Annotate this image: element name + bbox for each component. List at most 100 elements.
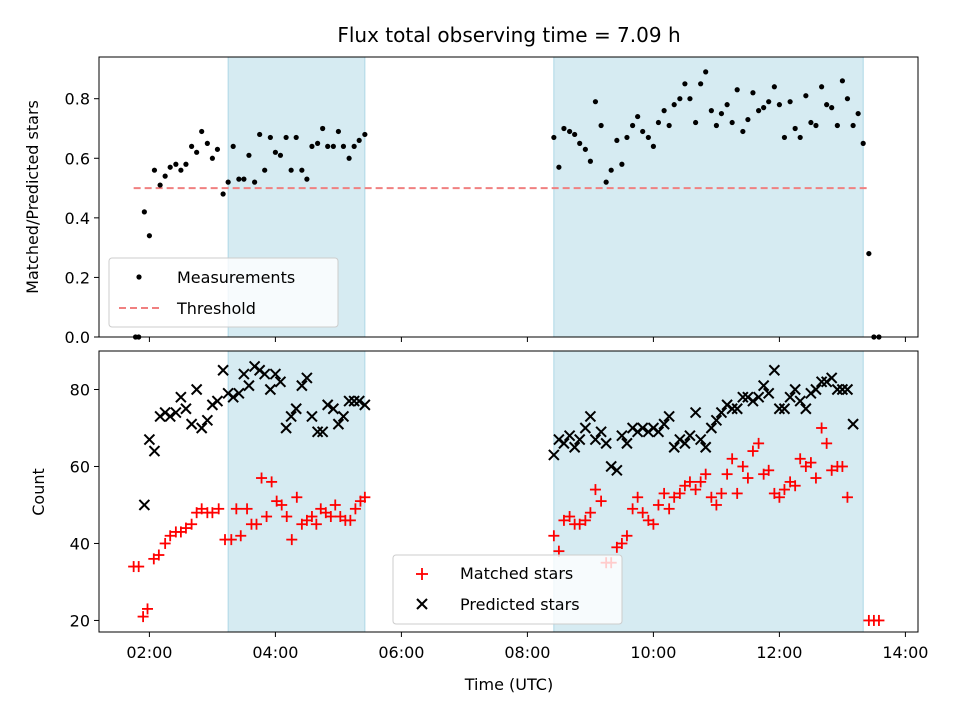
- matched-star-point: [286, 534, 298, 546]
- measurement-point: [272, 149, 278, 155]
- predicted-star-point: [296, 379, 308, 392]
- matched-star-point: [753, 437, 765, 449]
- measurement-point: [860, 140, 866, 146]
- predicted-star-point: [285, 410, 297, 423]
- measurement-point: [771, 84, 777, 90]
- predicted-stars-points: [138, 360, 859, 511]
- matched-star-point: [325, 511, 337, 523]
- y-tick-label: 0.6: [65, 149, 90, 168]
- y-tick-label: 40: [70, 534, 90, 553]
- legend-measurements-marker: [136, 274, 142, 280]
- predicted-star-point: [573, 433, 586, 446]
- measurement-point: [277, 152, 284, 158]
- predicted-star-point: [800, 403, 812, 415]
- matched-star-point: [564, 511, 576, 523]
- predicted-star-point: [290, 403, 302, 415]
- matched-star-point: [206, 507, 218, 519]
- measurement-point: [750, 90, 756, 96]
- x-tick-label: 10:00: [630, 643, 676, 662]
- predicted-star-point: [605, 460, 617, 473]
- measurement-point: [650, 143, 657, 149]
- measurement-point: [693, 119, 699, 126]
- predicted-star-point: [836, 383, 849, 396]
- measurement-point: [819, 84, 825, 90]
- measurement-point: [619, 161, 625, 167]
- measurement-point: [834, 122, 840, 129]
- matched-star-point: [230, 503, 242, 515]
- matched-star-point: [715, 487, 727, 499]
- predicted-star-point: [611, 464, 623, 477]
- measurement-point: [756, 108, 762, 114]
- matched-star-point: [763, 464, 775, 476]
- predicted-star-point: [233, 387, 245, 400]
- bottom-x-ticks: 02:00 04:00 06:00 08:00 10:00 12:00 14:00: [126, 632, 928, 662]
- predicted-star-point: [689, 406, 702, 419]
- matched-star-point: [816, 422, 828, 434]
- measurement-point: [340, 143, 347, 149]
- matched-star-point: [637, 507, 649, 519]
- matched-star-point: [548, 530, 560, 542]
- measurement-point: [645, 134, 651, 141]
- predicted-star-point: [668, 441, 680, 453]
- predicted-star-point: [327, 403, 340, 415]
- matched-star-point: [196, 503, 208, 515]
- predicted-star-point: [589, 433, 602, 446]
- predicted-star-point: [847, 418, 859, 430]
- predicted-star-point: [258, 368, 271, 380]
- measurement-point: [325, 143, 331, 149]
- measurement-point: [151, 167, 158, 173]
- y-tick-label: 0.0: [65, 328, 90, 347]
- predicted-star-point: [337, 410, 350, 423]
- matched-star-point: [663, 503, 675, 515]
- predicted-star-point: [280, 422, 292, 434]
- measurement-point: [671, 102, 677, 108]
- measurement-point: [803, 93, 809, 99]
- matched-star-point: [595, 495, 607, 507]
- predicted-star-point: [737, 391, 749, 403]
- measurement-point: [808, 119, 814, 126]
- predicted-star-point: [768, 364, 781, 376]
- predicted-star-point: [269, 368, 282, 380]
- predicted-star-point: [705, 422, 718, 434]
- shaded-region-1: [227, 350, 366, 633]
- matched-star-point: [836, 460, 848, 472]
- measurement-point: [797, 134, 803, 141]
- matched-star-point: [616, 537, 628, 549]
- predicted-star-point: [217, 364, 229, 376]
- predicted-star-point: [332, 418, 345, 430]
- legend-predicted-marker: [416, 598, 428, 610]
- measurement-point: [551, 134, 557, 141]
- measurement-point: [241, 176, 247, 182]
- predicted-star-point: [359, 399, 371, 411]
- matched-star-point: [674, 487, 686, 499]
- measurement-point: [283, 134, 289, 141]
- predicted-star-point: [752, 391, 765, 403]
- matched-star-point: [589, 484, 601, 496]
- predicted-star-point: [301, 372, 313, 384]
- matched-star-point: [266, 476, 278, 488]
- predicted-star-point: [264, 383, 277, 396]
- measurement-point: [346, 155, 352, 161]
- measurement-point: [209, 155, 215, 161]
- predicted-star-point: [815, 376, 828, 388]
- matched-star-point: [276, 499, 288, 511]
- predicted-star-point: [600, 437, 612, 450]
- measurement-point: [330, 143, 336, 149]
- matched-star-point: [826, 464, 838, 476]
- predicted-star-point: [190, 383, 203, 396]
- top-panel: 0.00.20.40.60.8 Matched/Predicted stars …: [23, 56, 919, 347]
- measurement-point: [708, 108, 714, 114]
- matched-star-point: [306, 511, 318, 523]
- measurement-point: [236, 176, 242, 182]
- measurement-point: [766, 99, 772, 105]
- measurement-point: [598, 122, 604, 129]
- predicted-star-point: [148, 445, 161, 457]
- matched-star-point: [261, 511, 273, 523]
- matched-star-point: [291, 491, 303, 503]
- predicted-star-point: [170, 406, 182, 419]
- measurement-point: [173, 161, 179, 167]
- predicted-star-point: [353, 395, 365, 407]
- measurement-point: [577, 140, 583, 146]
- measurement-point: [556, 164, 562, 170]
- y-tick-label: 20: [70, 611, 90, 630]
